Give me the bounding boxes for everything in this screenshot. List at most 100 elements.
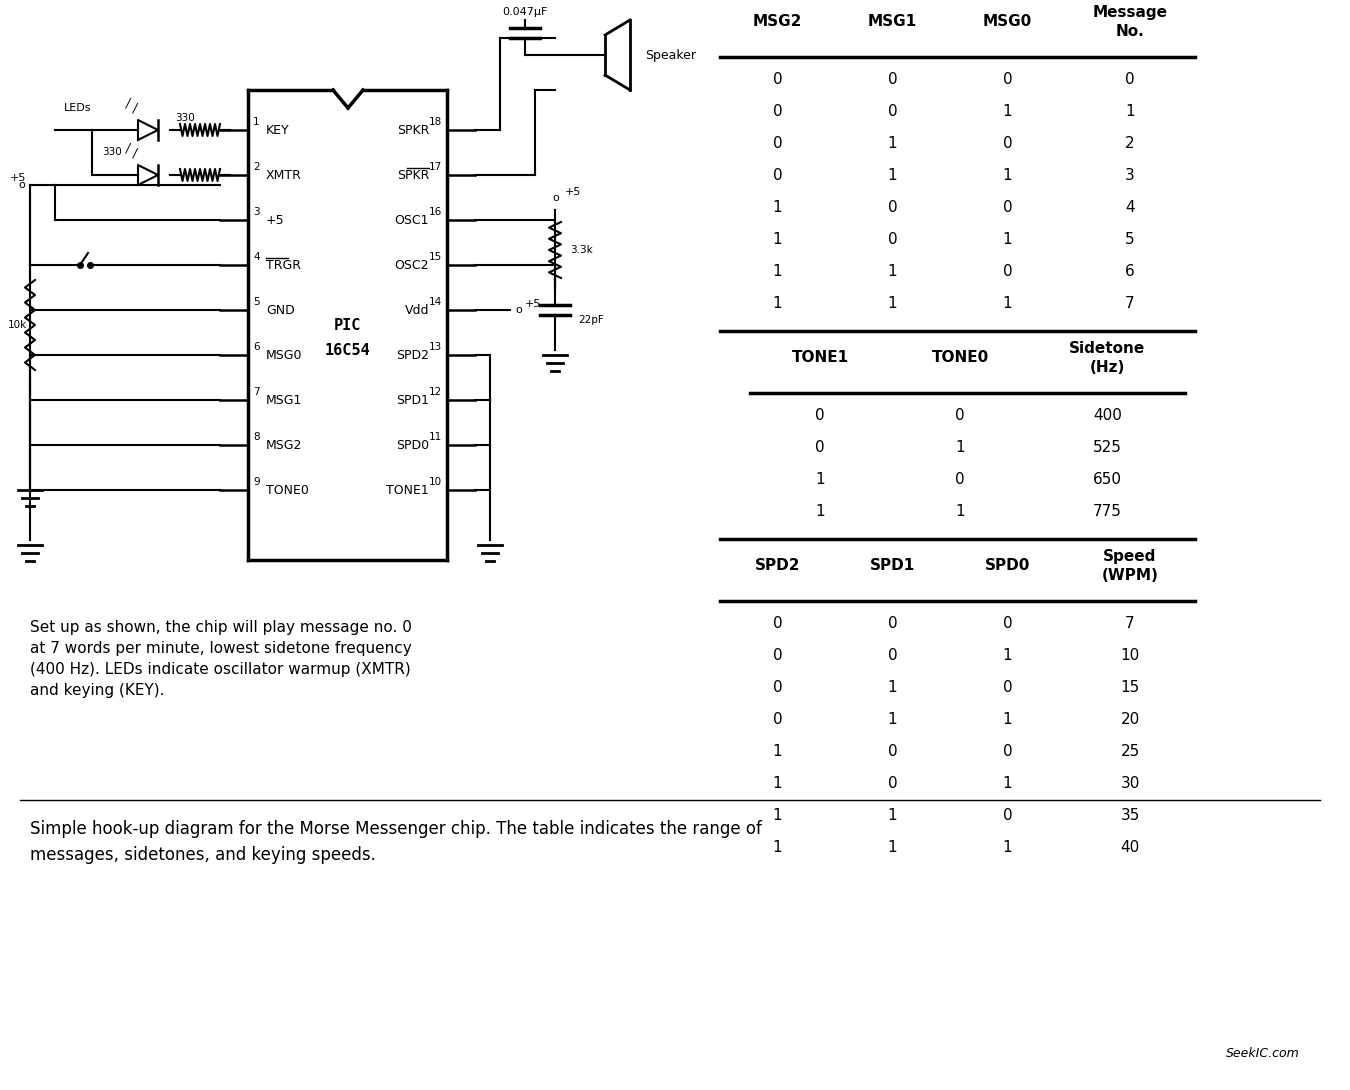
Text: MSG2: MSG2 [753,14,802,29]
Text: 0: 0 [1003,616,1012,630]
Text: XMTR: XMTR [266,169,302,182]
Text: 1: 1 [1003,647,1012,663]
Text: SPKR: SPKR [397,169,429,182]
Text: 0: 0 [772,104,782,119]
Text: o: o [552,193,559,203]
Text: 16C54: 16C54 [325,342,370,358]
Text: o: o [19,180,26,190]
Text: 0: 0 [772,616,782,630]
Text: 0: 0 [888,104,898,119]
Text: 5: 5 [252,296,259,307]
Text: 1: 1 [772,295,782,311]
Text: 15: 15 [1120,679,1139,694]
Text: 775: 775 [1094,504,1122,519]
Text: 22pF: 22pF [578,315,603,325]
Text: Simple hook-up diagram for the Morse Messenger chip. The table indicates the ran: Simple hook-up diagram for the Morse Mes… [30,820,761,864]
Text: 18: 18 [429,117,441,128]
Text: LEDs: LEDs [65,102,92,113]
Text: SPD0: SPD0 [984,558,1030,573]
Text: 0: 0 [1003,199,1012,215]
Text: 0: 0 [956,472,965,486]
Text: 10k: 10k [8,320,27,330]
Text: 40: 40 [1120,839,1139,855]
Text: 30: 30 [1120,775,1139,790]
Text: 3.3k: 3.3k [570,245,593,255]
Text: 15: 15 [429,252,441,262]
Text: 650: 650 [1094,472,1122,486]
Text: TONE0: TONE0 [266,484,309,497]
Text: 1: 1 [888,808,898,823]
Text: 0: 0 [1125,72,1135,86]
Text: Message: Message [1092,4,1168,20]
Text: 10: 10 [429,477,441,487]
Text: /: / [132,146,138,159]
Text: /: / [132,101,138,114]
Text: 1: 1 [1003,168,1012,182]
Text: SPD2: SPD2 [755,558,801,573]
Text: (WPM): (WPM) [1102,568,1158,583]
Text: 0: 0 [1003,264,1012,279]
Text: 1: 1 [888,135,898,150]
Text: Vdd: Vdd [405,303,429,316]
Text: No.: No. [1115,24,1145,39]
Text: 1: 1 [772,839,782,855]
Text: 1: 1 [772,231,782,246]
Text: 1: 1 [888,712,898,727]
Text: 0: 0 [888,775,898,790]
Text: 1: 1 [956,439,965,455]
Text: 5: 5 [1125,231,1135,246]
Text: +5: +5 [266,214,285,227]
Text: 14: 14 [429,296,441,307]
Text: 1: 1 [252,117,259,128]
Text: GND: GND [266,303,294,316]
Text: 4: 4 [252,252,259,262]
Text: 0: 0 [772,712,782,727]
Text: /: / [126,97,130,109]
Text: TONE0: TONE0 [931,350,988,365]
Text: 1: 1 [888,295,898,311]
Text: 2: 2 [1125,135,1135,150]
Text: Speed: Speed [1103,548,1157,564]
Text: SPD2: SPD2 [396,349,429,362]
Text: MSG1: MSG1 [266,393,302,407]
Text: 0: 0 [1003,679,1012,694]
Text: 1: 1 [772,199,782,215]
Text: 6: 6 [1125,264,1135,279]
Text: 13: 13 [429,342,441,352]
Text: 1: 1 [772,264,782,279]
Text: 10: 10 [1120,647,1139,663]
Text: 6: 6 [252,342,259,352]
Text: 9: 9 [252,477,259,487]
Text: 0: 0 [772,679,782,694]
Text: 0: 0 [888,743,898,759]
Text: 0: 0 [1003,135,1012,150]
Text: TONE1: TONE1 [791,350,849,365]
Text: KEY: KEY [266,123,290,136]
Text: 1: 1 [888,168,898,182]
Text: 1: 1 [815,472,825,486]
Text: 1: 1 [772,808,782,823]
Text: Speaker: Speaker [645,48,697,61]
Text: TONE1: TONE1 [386,484,429,497]
Text: SeekIC.com: SeekIC.com [1226,1047,1300,1059]
Text: MSG1: MSG1 [868,14,917,29]
Text: 1: 1 [1003,839,1012,855]
Text: 0: 0 [1003,72,1012,86]
Text: 1: 1 [1003,295,1012,311]
Text: MSG0: MSG0 [983,14,1033,29]
Text: MSG0: MSG0 [266,349,302,362]
Text: SPD1: SPD1 [869,558,915,573]
Text: 0: 0 [772,647,782,663]
Text: 35: 35 [1120,808,1139,823]
Text: 0: 0 [772,135,782,150]
Text: 11: 11 [429,432,441,443]
Text: 0: 0 [888,199,898,215]
Text: 1: 1 [956,504,965,519]
Text: 1: 1 [1003,231,1012,246]
Text: 1: 1 [888,264,898,279]
Text: 7: 7 [1125,616,1135,630]
Text: 0: 0 [888,616,898,630]
Text: 1: 1 [1003,775,1012,790]
Text: 0: 0 [956,408,965,423]
Text: 0: 0 [1003,743,1012,759]
